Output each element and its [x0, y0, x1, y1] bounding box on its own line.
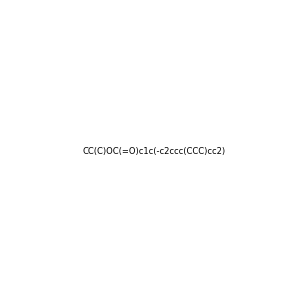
- Text: CC(C)OC(=O)c1c(-c2ccc(CCC)cc2): CC(C)OC(=O)c1c(-c2ccc(CCC)cc2): [82, 147, 225, 156]
